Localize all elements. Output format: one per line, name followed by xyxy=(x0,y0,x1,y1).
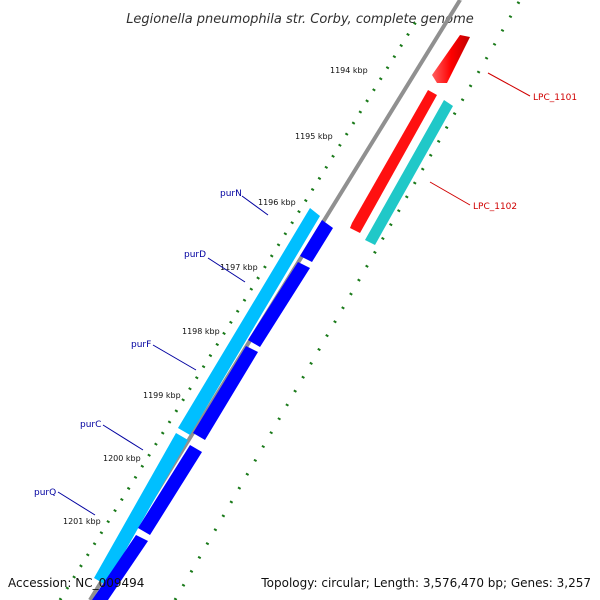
gene-label-purC: purC xyxy=(80,420,101,430)
gene-arrow-purC xyxy=(94,433,188,585)
gene-arrow-lpc1102-cyan xyxy=(365,100,453,245)
gene-arrow-purN xyxy=(178,208,320,435)
gene-arrow-purD-b xyxy=(248,262,310,347)
gene-arrow-purF xyxy=(193,346,258,440)
reverse-strand-genes[interactable] xyxy=(92,208,333,600)
kbp-label: 1201 kbp xyxy=(63,517,101,526)
gene-label-purQ: purQ xyxy=(34,488,56,498)
gene-labels-forward[interactable]: LPC_1101 LPC_1102 xyxy=(429,72,577,212)
kbp-label: 1196 kbp xyxy=(258,198,296,207)
kbp-label: 1198 kbp xyxy=(182,327,220,336)
gene-label-lpc1101: LPC_1101 xyxy=(533,93,577,103)
inner-tick-line xyxy=(173,0,522,600)
gene-arrow-purQ xyxy=(92,535,148,600)
kbp-label: 1199 kbp xyxy=(143,391,181,400)
kbp-label: 1197 kbp xyxy=(220,263,258,272)
map-title: Legionella pneumophila str. Corby, compl… xyxy=(126,12,474,27)
gene-arrow-purD xyxy=(300,220,333,262)
gene-arrow-lpc1101 xyxy=(432,35,470,83)
gene-label-purN: purN xyxy=(220,189,242,199)
kbp-label: 1194 kbp xyxy=(330,66,368,75)
kbp-labels: 1194 kbp 1195 kbp 1196 kbp 1197 kbp 1198… xyxy=(63,66,368,526)
gene-label-lpc1102: LPC_1102 xyxy=(473,202,517,212)
tick-marks xyxy=(58,0,522,600)
gene-labels-reverse[interactable]: purN purD purF purC purQ xyxy=(34,189,269,516)
genome-summary-text: Topology: circular; Length: 3,576,470 bp… xyxy=(260,576,591,590)
kbp-label: 1195 kbp xyxy=(295,132,333,141)
gene-arrow-purC-b xyxy=(138,445,202,535)
gene-label-purD: purD xyxy=(184,250,206,260)
gene-label-purF: purF xyxy=(131,340,151,350)
kbp-label: 1200 kbp xyxy=(103,454,141,463)
outer-tick-line xyxy=(58,14,422,600)
forward-strand-genes[interactable] xyxy=(350,35,470,245)
accession-text: Accession: NC_009494 xyxy=(8,576,144,590)
gene-arrow-lpc1102-red xyxy=(350,90,437,233)
